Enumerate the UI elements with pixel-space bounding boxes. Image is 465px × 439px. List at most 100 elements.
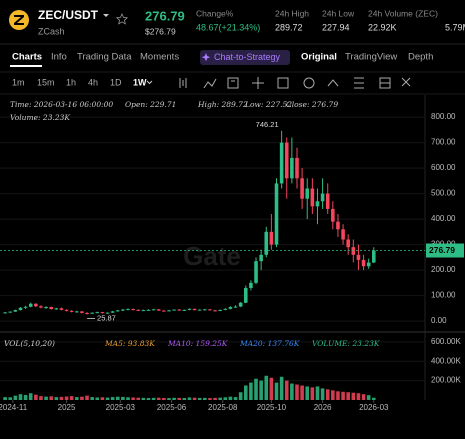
candle-body — [320, 193, 325, 202]
volume-legend: MA20: 137.76K — [239, 339, 300, 348]
y-tick-label: 200.00 — [431, 265, 456, 274]
volume-bar — [39, 396, 43, 400]
candle-body — [346, 239, 350, 248]
candle-body — [336, 221, 340, 230]
min-label: 25.87 — [97, 313, 116, 322]
volume-bar — [28, 393, 33, 400]
candle-body — [156, 309, 161, 311]
candle-body — [23, 306, 28, 308]
x-tick-label: 2026-03 — [359, 403, 389, 412]
chart-view[interactable]: TradingView — [345, 52, 397, 63]
tab[interactable]: Charts — [12, 52, 42, 63]
volume-bar — [18, 394, 23, 400]
tool-compare[interactable] — [327, 79, 339, 87]
volume-bar — [208, 398, 212, 400]
volume-bar — [136, 397, 141, 400]
tool-fullscreen[interactable] — [401, 77, 411, 87]
interval[interactable]: 1h — [66, 77, 76, 87]
candle-body — [39, 306, 43, 308]
tool-layout[interactable] — [277, 77, 289, 89]
candle-body — [90, 312, 94, 314]
stat-label: 24h High — [275, 8, 309, 18]
volume-bar — [259, 380, 263, 400]
interval[interactable]: 1D — [110, 77, 122, 87]
interval[interactable]: 1m — [12, 77, 25, 87]
candle-body — [177, 309, 182, 311]
tool-candles[interactable] — [179, 78, 187, 88]
interval-arrow[interactable] — [146, 80, 153, 85]
tool-screenshot[interactable] — [379, 77, 391, 89]
volume-bar — [95, 397, 100, 400]
volume-bar — [90, 397, 94, 400]
volume-bar — [372, 397, 376, 400]
x-tick-label: 2025 — [58, 403, 76, 412]
candle-body — [44, 307, 48, 309]
candle-body — [75, 311, 79, 313]
favorite-star[interactable] — [115, 13, 129, 25]
volume-bar — [249, 382, 253, 400]
candle-body — [151, 309, 156, 311]
volume-bar — [8, 397, 13, 400]
tab[interactable]: Moments — [140, 52, 179, 63]
dropdown-arrow[interactable] — [103, 14, 109, 17]
chart-view[interactable]: Depth — [408, 52, 433, 63]
candle-body — [259, 254, 263, 262]
ai-badge[interactable] — [200, 50, 290, 65]
candle-body — [3, 312, 7, 314]
volume-bar — [110, 397, 115, 400]
candle-body — [341, 229, 345, 240]
volume-bar — [192, 397, 197, 400]
chart-view[interactable]: Original — [301, 52, 337, 63]
candle-body — [13, 310, 18, 312]
candle-body — [238, 302, 243, 307]
interval[interactable]: 15m — [37, 77, 55, 87]
candle-body — [300, 178, 304, 199]
volume-bar — [156, 397, 161, 400]
volume-legend: MA10: 159.25K — [167, 339, 228, 348]
candle-body — [100, 312, 105, 314]
interval[interactable]: 1W — [133, 77, 147, 87]
last-price-tag — [426, 243, 464, 258]
tool-draw[interactable] — [252, 77, 264, 89]
tool-settings[interactable] — [227, 77, 239, 89]
volume-bar — [13, 395, 18, 400]
candle-body — [64, 309, 69, 311]
volume-bar — [162, 397, 166, 400]
candle-body — [80, 311, 84, 313]
volume-bar — [172, 397, 176, 400]
y-tick-label: 0.00 — [431, 316, 447, 325]
volume-bar — [49, 396, 53, 400]
candle-body — [233, 306, 238, 308]
tool-list[interactable] — [354, 77, 364, 89]
candle-body — [146, 309, 151, 311]
coin-name: ZCash — [38, 26, 65, 36]
candle-body — [126, 309, 130, 311]
tool-indicator[interactable] — [203, 78, 217, 89]
volume-bar — [320, 388, 325, 400]
symbol[interactable]: ZEC/USDT — [38, 8, 99, 22]
vol-tick-label: 400.00K — [431, 356, 461, 365]
candle-body — [85, 312, 89, 314]
tab[interactable]: Info — [51, 52, 67, 63]
candle-body — [187, 308, 192, 310]
interval[interactable]: 4h — [88, 77, 98, 87]
tool-clock[interactable] — [303, 77, 315, 89]
volume-bar — [75, 397, 79, 400]
vol-tick-label: 600.00K — [431, 337, 461, 346]
volume-bar — [197, 397, 202, 400]
stat-value: 5.79M — [445, 22, 465, 32]
volume-bar — [346, 392, 350, 400]
candle-body — [105, 312, 110, 314]
stat-value: 289.72 — [275, 22, 303, 32]
ai-badge-label[interactable]: Chat-to-Strategy — [214, 52, 281, 62]
x-tick-label: 2025-06 — [157, 403, 187, 412]
volume-bar — [310, 387, 315, 400]
vol-tick-label: 200.00K — [431, 376, 461, 385]
volume-bar — [177, 397, 182, 400]
x-tick-label: 2025-03 — [106, 403, 136, 412]
tab[interactable]: Trading Data — [77, 52, 132, 63]
y-tick-label: 400.00 — [431, 214, 456, 223]
volume-bar — [146, 398, 151, 400]
candle-body — [121, 309, 125, 311]
